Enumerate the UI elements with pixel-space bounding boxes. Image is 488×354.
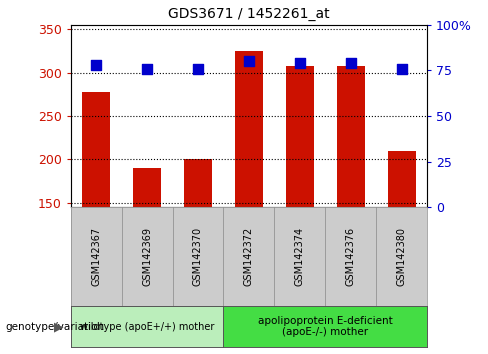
Bar: [286, 67, 314, 207]
Text: genotype/variation: genotype/variation: [5, 321, 104, 332]
Text: GSM142369: GSM142369: [142, 227, 152, 286]
Bar: [184, 159, 212, 207]
Text: GSM142372: GSM142372: [244, 227, 254, 286]
Point: [143, 66, 151, 72]
Text: GSM142380: GSM142380: [397, 227, 407, 286]
Text: wildtype (apoE+/+) mother: wildtype (apoE+/+) mother: [80, 321, 214, 332]
Bar: [133, 168, 161, 207]
Text: GSM142370: GSM142370: [193, 227, 203, 286]
Point: [245, 58, 253, 64]
Point: [347, 60, 355, 66]
Bar: [82, 92, 110, 207]
Bar: [235, 51, 263, 207]
Point: [398, 66, 406, 72]
Text: apolipoprotein E-deficient
(apoE-/-) mother: apolipoprotein E-deficient (apoE-/-) mot…: [258, 316, 392, 337]
Title: GDS3671 / 1452261_at: GDS3671 / 1452261_at: [168, 7, 330, 21]
Point: [92, 62, 100, 68]
Point: [194, 66, 202, 72]
Bar: [337, 67, 365, 207]
Text: ▶: ▶: [54, 320, 63, 333]
Text: GSM142374: GSM142374: [295, 227, 305, 286]
Point: [296, 60, 304, 66]
Text: GSM142376: GSM142376: [346, 227, 356, 286]
Text: GSM142367: GSM142367: [91, 227, 101, 286]
Bar: [387, 151, 416, 207]
